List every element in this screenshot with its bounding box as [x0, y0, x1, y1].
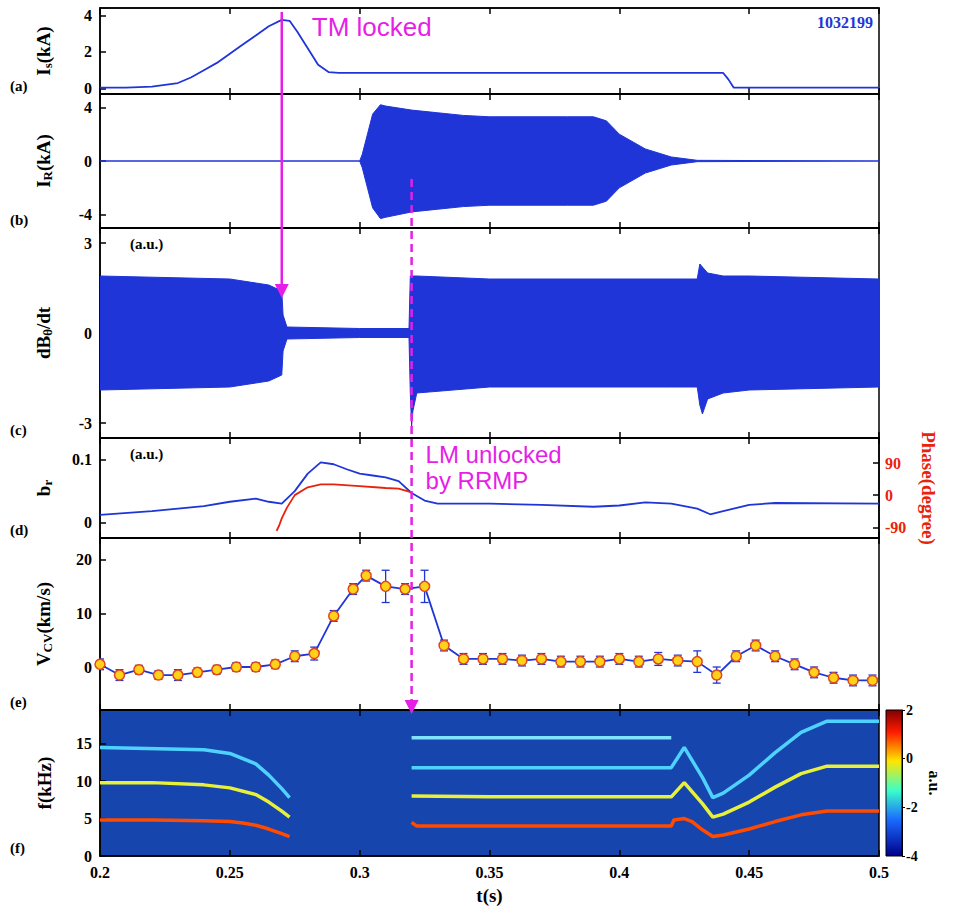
svg-text:(a): (a)	[10, 78, 28, 95]
svg-text:4: 4	[84, 99, 92, 116]
svg-text:0: 0	[84, 848, 92, 865]
svg-text:0.2: 0.2	[90, 864, 110, 881]
svg-text:(b): (b)	[10, 212, 28, 229]
svg-text:0.1: 0.1	[72, 451, 92, 468]
svg-text:(km/s): (km/s)	[33, 582, 55, 634]
svg-text:-4: -4	[906, 849, 918, 864]
svg-text:V: V	[33, 652, 54, 666]
svg-text:0: 0	[84, 325, 92, 342]
svg-text:by RRMP: by RRMP	[426, 467, 529, 494]
svg-text:0.3: 0.3	[350, 864, 370, 881]
svg-text:I: I	[33, 68, 54, 75]
svg-text:(kA): (kA)	[33, 26, 55, 63]
svg-text:0.35: 0.35	[476, 864, 504, 881]
svg-text:90: 90	[885, 455, 901, 472]
svg-text:0.5: 0.5	[869, 864, 889, 881]
svg-text:0: 0	[906, 751, 913, 766]
svg-text:4: 4	[84, 7, 92, 24]
svg-text:(d): (d)	[10, 522, 28, 539]
svg-text:θ: θ	[40, 329, 55, 336]
svg-text:s: s	[40, 63, 55, 69]
svg-text:r: r	[40, 480, 55, 486]
svg-text:0: 0	[885, 487, 893, 504]
svg-text:CV: CV	[40, 633, 55, 652]
svg-text:0: 0	[84, 659, 92, 676]
svg-text:(kA): (kA)	[33, 134, 55, 171]
svg-text:-4: -4	[79, 206, 92, 223]
svg-text:10: 10	[76, 773, 92, 790]
svg-text:0: 0	[84, 514, 92, 531]
svg-text:-2: -2	[906, 800, 918, 815]
svg-text:15: 15	[76, 735, 92, 752]
svg-text:a.u.: a.u.	[926, 771, 943, 796]
svg-text:2: 2	[84, 43, 92, 60]
svg-text:0.45: 0.45	[735, 864, 763, 881]
svg-text:2: 2	[906, 703, 913, 718]
svg-text:(e): (e)	[10, 694, 27, 711]
svg-text:b: b	[33, 486, 54, 497]
svg-text:0.25: 0.25	[216, 864, 244, 881]
svg-text:t(s): t(s)	[476, 885, 502, 907]
svg-text:0.4: 0.4	[609, 864, 629, 881]
svg-text:LM unlocked: LM unlocked	[426, 441, 562, 468]
svg-text:(c): (c)	[10, 422, 27, 439]
svg-text:R: R	[40, 171, 55, 181]
svg-text:0: 0	[84, 80, 92, 97]
svg-text:0: 0	[84, 153, 92, 170]
svg-text:1032199: 1032199	[817, 14, 873, 31]
svg-text:3: 3	[84, 235, 92, 252]
svg-text:(f): (f)	[10, 840, 25, 857]
svg-text:I: I	[33, 180, 54, 187]
svg-text:Phase(degree): Phase(degree)	[917, 431, 939, 545]
svg-text:-3: -3	[79, 415, 92, 432]
svg-text:(a.u.): (a.u.)	[130, 236, 163, 253]
svg-text:20: 20	[76, 551, 92, 568]
svg-text:f(kHz): f(kHz)	[34, 757, 56, 810]
svg-text:5: 5	[84, 810, 92, 827]
svg-text:/dt: /dt	[33, 306, 54, 330]
svg-text:TM locked: TM locked	[312, 12, 432, 42]
svg-text:-90: -90	[885, 519, 906, 536]
svg-text:10: 10	[76, 605, 92, 622]
svg-text:dB: dB	[33, 336, 54, 360]
svg-text:(a.u.): (a.u.)	[130, 446, 163, 463]
